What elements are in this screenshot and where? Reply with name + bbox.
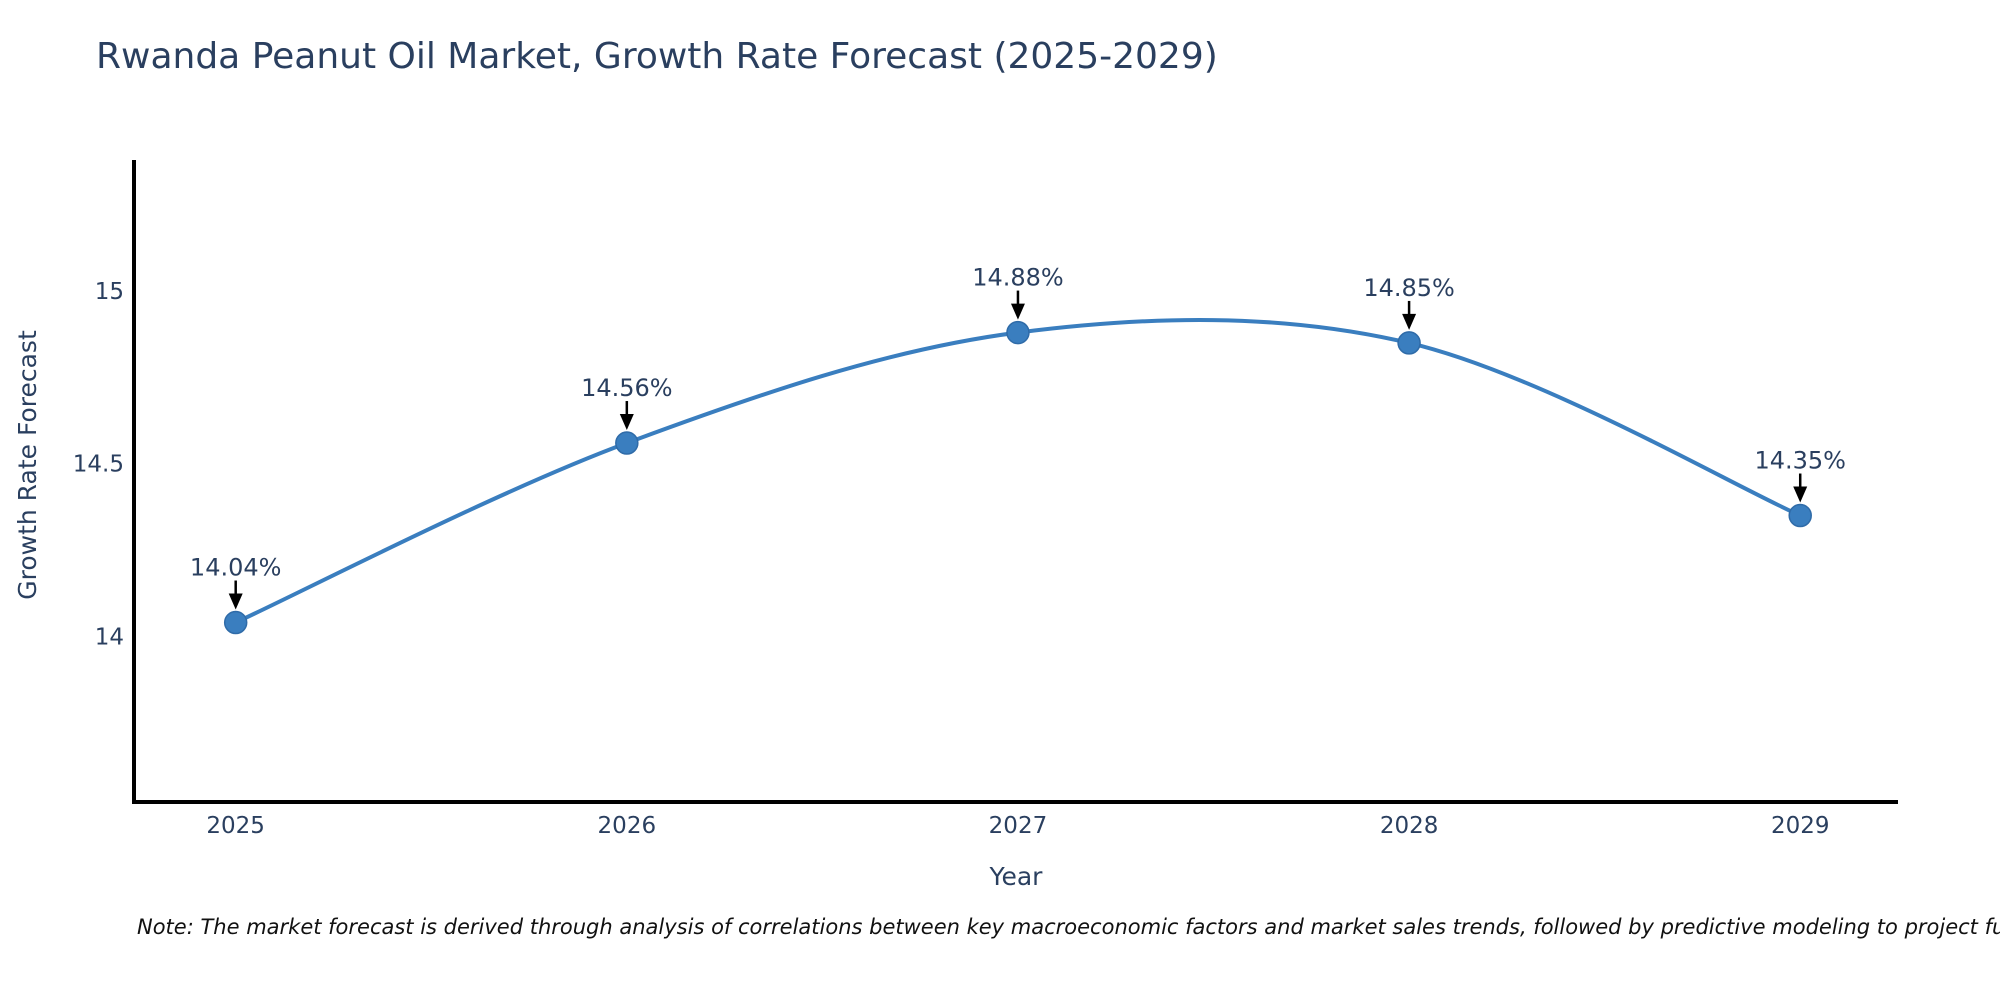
x-tick-label: 2027	[989, 813, 1048, 839]
x-tick-label: 2028	[1380, 813, 1439, 839]
annotation-arrowhead	[1010, 303, 1025, 320]
data-point-marker	[223, 610, 248, 635]
data-point-label: 14.85%	[1363, 274, 1455, 302]
data-point-label: 14.04%	[190, 554, 282, 582]
data-point-marker	[1397, 331, 1421, 355]
axes-spines	[132, 160, 1898, 804]
x-tick-label: 2025	[206, 813, 265, 839]
y-axis-title: Growth Rate Forecast	[13, 330, 42, 600]
x-tick-label: 2029	[1771, 813, 1830, 839]
y-tick-label: 15	[95, 279, 124, 305]
y-tick-label: 14.5	[73, 452, 124, 478]
data-point-label: 14.35%	[1754, 447, 1846, 475]
x-tick-label: 2026	[598, 813, 657, 839]
data-point-marker	[1006, 320, 1030, 345]
footnote: Note: The market forecast is derived thr…	[137, 915, 2000, 939]
annotation-arrowhead	[1402, 313, 1417, 330]
data-point-label: 14.88%	[972, 264, 1064, 292]
data-point-marker	[615, 431, 639, 455]
annotation-arrowhead	[1793, 486, 1808, 503]
data-point-marker	[1788, 503, 1812, 528]
annotation-arrowhead	[619, 414, 634, 431]
axis-spine	[132, 160, 1898, 804]
axis-tick-labels: 2025 2026 2027 2028 2029 14 14.5 15	[73, 279, 1830, 839]
chart-title: Rwanda Peanut Oil Market, Growth Rate Fo…	[96, 36, 1218, 77]
line-series	[223, 317, 1812, 635]
y-tick-label: 14	[95, 624, 124, 650]
point-annotations: 14.04% 14.56% 14.88% 14.85% 14.35%	[190, 264, 1846, 610]
data-point-label: 14.56%	[581, 374, 673, 402]
forecast-line	[233, 317, 1803, 625]
x-axis-title: Year	[989, 862, 1044, 891]
annotation-arrowhead	[228, 593, 243, 610]
